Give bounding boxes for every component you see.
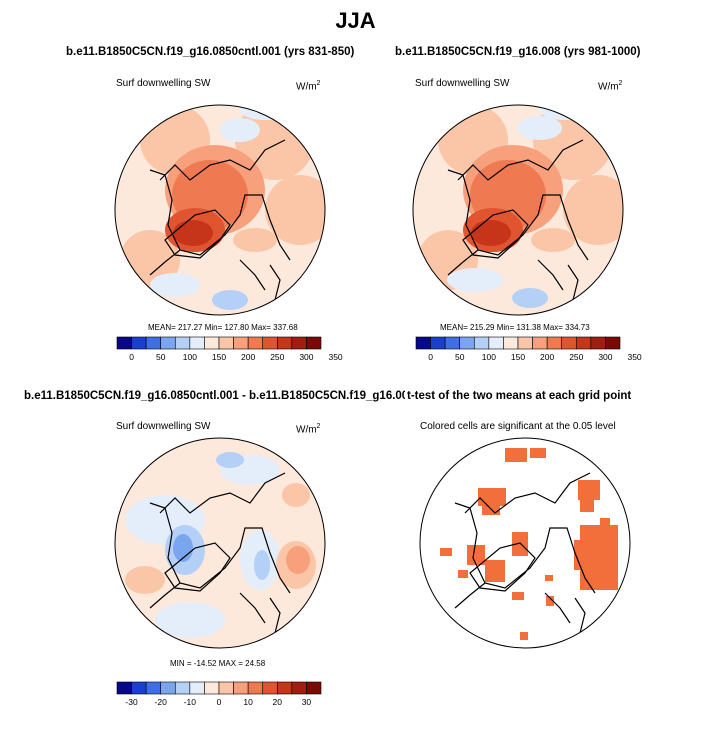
colorbar-tick-label: 0 — [428, 352, 433, 362]
colorbar-swatch — [459, 336, 475, 350]
colorbar-swatch — [575, 336, 592, 350]
panel1-units: W/m2 — [296, 80, 321, 93]
panel2-variable: Surf downwelling SW — [415, 78, 510, 89]
colorbar-swatch — [174, 336, 191, 350]
colorbar-tick-label: 20 — [272, 697, 283, 707]
colorbar-tick-label: -10 — [183, 697, 196, 707]
colorbar-swatch — [116, 681, 132, 695]
colorbar-swatch — [430, 336, 446, 350]
colorbar-swatch — [218, 681, 234, 695]
colorbar-tick-label: 300 — [598, 352, 613, 362]
colorbar-swatch — [145, 336, 162, 350]
colorbar-tick-label: 0 — [129, 352, 134, 362]
colorbar-tick-label: 200 — [540, 352, 555, 362]
colorbar-tick-label: -20 — [154, 697, 167, 707]
panel4-map — [419, 437, 631, 649]
colorbar-swatch — [204, 681, 220, 695]
panel3-stats: MIN = -14.52 MAX = 24.58 — [170, 659, 266, 668]
colorbar-tick-label: 250 — [569, 352, 584, 362]
colorbar-swatch — [306, 336, 322, 350]
panel3-map — [114, 437, 326, 649]
colorbar-swatch — [233, 336, 249, 350]
colorbar-swatch — [204, 336, 220, 350]
panel1-stats: MEAN= 217.27 Min= 127.80 Max= 337.68 — [148, 323, 298, 332]
colorbar-tick-label: 150 — [211, 352, 227, 362]
colorbar-swatch — [189, 681, 205, 695]
colorbar-swatch — [291, 336, 307, 350]
colorbar-tick-label: 100 — [182, 352, 197, 362]
panel1-variable: Surf downwelling SW — [116, 78, 211, 89]
colorbar-swatch — [116, 336, 132, 350]
colorbar-swatch — [605, 336, 621, 350]
colorbar-tick-label: 350 — [627, 352, 642, 362]
colorbar-tick-label: 350 — [328, 352, 343, 362]
colorbar-swatch — [174, 681, 191, 695]
colorbar-swatch — [262, 336, 278, 350]
colorbar-tick-label: 30 — [301, 697, 312, 707]
colorbar-swatch — [590, 336, 606, 350]
panel4-variable: Colored cells are significant at the 0.0… — [420, 421, 616, 432]
colorbar-tick-label: 300 — [299, 352, 314, 362]
colorbar-swatch — [233, 681, 249, 695]
panel3-units: W/m2 — [296, 423, 321, 436]
panel2-stats: MEAN= 215.29 Min= 131.38 Max= 334.73 — [440, 323, 590, 332]
panel2-map — [412, 104, 624, 316]
colorbar-swatch — [532, 336, 548, 350]
panel4-header: t-test of the two means at each grid poi… — [405, 390, 632, 402]
colorbar-swatch — [503, 336, 519, 350]
colorbar-swatch — [415, 336, 431, 350]
colorbar-swatch — [145, 681, 162, 695]
colorbar-swatch — [488, 336, 504, 350]
colorbar-swatch — [546, 336, 563, 350]
colorbar-tick-label: 100 — [481, 352, 496, 362]
panel3-colorbar — [116, 681, 322, 695]
panel3-header: b.e11.B1850C5CN.f19_g16.0850cntl.001 - b… — [24, 390, 415, 402]
colorbar-tick-label: 0 — [216, 697, 222, 707]
colorbar-swatch — [444, 336, 461, 350]
panel1-map — [114, 104, 326, 316]
colorbar-swatch — [247, 681, 264, 695]
significant-cells — [440, 448, 618, 640]
colorbar-tick-label: 250 — [270, 352, 285, 362]
colorbar-tick-label: 50 — [155, 352, 166, 362]
panel3-variable: Surf downwelling SW — [116, 421, 211, 432]
colorbar-swatch — [276, 336, 293, 350]
colorbar-tick-label: -30 — [125, 697, 138, 707]
colorbar-tick-label: 10 — [243, 697, 253, 707]
panel2-header: b.e11.B1850C5CN.f19_g16.008 (yrs 981-100… — [395, 46, 641, 58]
colorbar-swatch — [160, 336, 176, 350]
panel2-units: W/m2 — [598, 80, 623, 93]
panel1-header: b.e11.B1850C5CN.f19_g16.0850cntl.001 (yr… — [66, 46, 355, 58]
colorbar-swatch — [262, 681, 278, 695]
colorbar-swatch — [561, 336, 577, 350]
colorbar-swatch — [131, 681, 147, 695]
colorbar-swatch — [306, 681, 322, 695]
colorbar-swatch — [517, 336, 533, 350]
colorbar-tick-label: 50 — [454, 352, 465, 362]
colorbar-swatch — [291, 681, 307, 695]
colorbar-swatch — [131, 336, 147, 350]
colorbar-swatch — [160, 681, 176, 695]
colorbar-swatch — [247, 336, 264, 350]
panel2-colorbar — [415, 336, 621, 350]
figure-title: JJA — [335, 8, 376, 33]
colorbar-tick-label: 200 — [241, 352, 256, 362]
colorbar-swatch — [276, 681, 293, 695]
colorbar-swatch — [189, 336, 205, 350]
colorbar-swatch — [218, 336, 234, 350]
colorbar-tick-label: 150 — [510, 352, 526, 362]
panel1-colorbar — [116, 336, 322, 350]
colorbar-swatch — [473, 336, 490, 350]
